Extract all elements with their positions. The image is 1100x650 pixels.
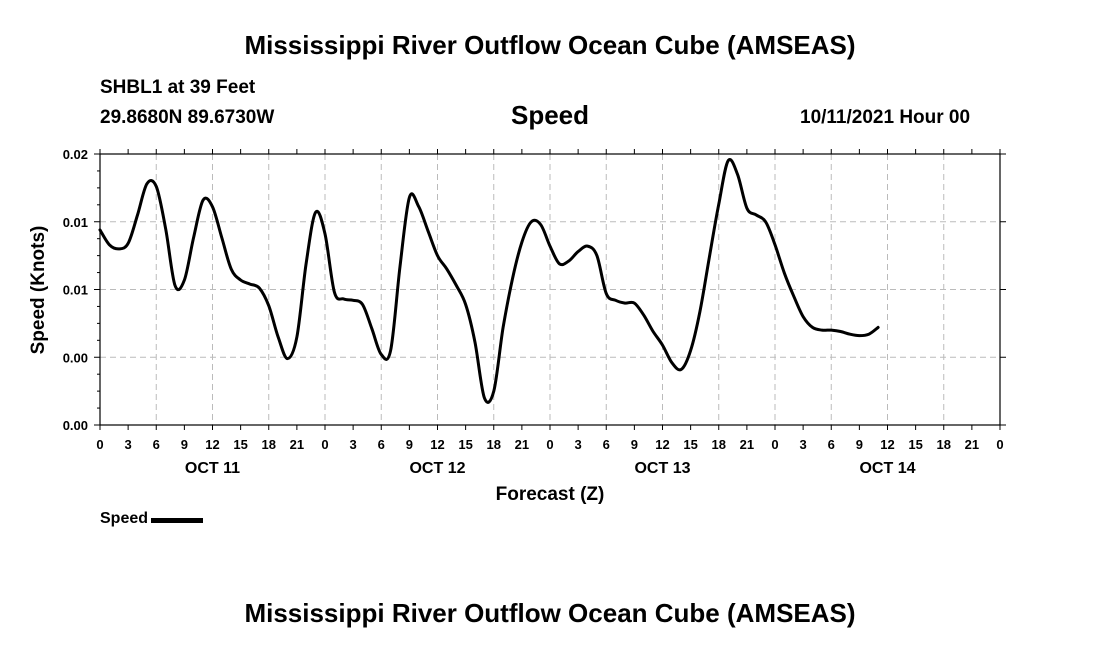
x-tick-label: 0 bbox=[321, 437, 328, 452]
footer-title: Mississippi River Outflow Ocean Cube (AM… bbox=[244, 598, 856, 628]
axis-ticks bbox=[94, 149, 1006, 430]
x-tick-label: 18 bbox=[262, 437, 276, 452]
x-tick-label: 0 bbox=[996, 437, 1003, 452]
axis-labels: 0.00 0.00 0.01 0.01 0.02 0 3 6 9 12 15 18 21 0 3 6 9 12 15… bbox=[63, 147, 1004, 477]
y-tick-label: 0.00 bbox=[63, 350, 88, 365]
x-tick-label: 3 bbox=[125, 437, 132, 452]
station-label: SHBL1 at 39 Feet bbox=[100, 77, 256, 98]
day-label: OCT 13 bbox=[634, 460, 690, 477]
legend-label: Speed bbox=[100, 510, 149, 527]
x-tick-label: 15 bbox=[683, 437, 697, 452]
variable-title: Speed bbox=[510, 100, 590, 130]
speed-series-line bbox=[98, 158, 880, 404]
x-tick-label: 18 bbox=[487, 437, 501, 452]
x-tick-label: 12 bbox=[205, 437, 219, 452]
x-tick-label: 21 bbox=[965, 437, 979, 452]
day-label: OCT 11 bbox=[185, 460, 240, 477]
day-label: OCT 14 bbox=[859, 460, 915, 477]
x-tick-label: 21 bbox=[290, 437, 304, 452]
x-tick-label: 3 bbox=[575, 437, 582, 452]
legend-line-swatch bbox=[151, 518, 204, 523]
x-tick-label: 15 bbox=[233, 437, 247, 452]
x-tick-label: 9 bbox=[856, 437, 863, 452]
x-tick-label: 0 bbox=[771, 437, 778, 452]
x-tick-label: 12 bbox=[880, 437, 894, 452]
x-tick-label: 0 bbox=[96, 437, 103, 452]
forecast-datetime: 10/11/2021 Hour 00 bbox=[800, 107, 971, 128]
y-tick-label: 0.01 bbox=[63, 215, 88, 230]
x-tick-label: 9 bbox=[631, 437, 638, 452]
x-tick-label: 15 bbox=[908, 437, 922, 452]
x-tick-label: 6 bbox=[153, 437, 160, 452]
y-tick-label: 0.01 bbox=[63, 283, 88, 298]
x-tick-label: 21 bbox=[740, 437, 754, 452]
chart-title: Mississippi River Outflow Ocean Cube (AM… bbox=[244, 30, 856, 60]
legend: Speed bbox=[100, 510, 204, 528]
grid-lines bbox=[100, 154, 1000, 425]
y-tick-label: 0.02 bbox=[63, 147, 88, 162]
y-axis-title: Speed (Knots) bbox=[28, 226, 49, 355]
coordinates-label: 29.8680N 89.6730W bbox=[100, 107, 275, 128]
x-tick-label: 18 bbox=[937, 437, 951, 452]
x-tick-label: 0 bbox=[546, 437, 553, 452]
x-tick-label: 18 bbox=[712, 437, 726, 452]
x-tick-label: 21 bbox=[515, 437, 529, 452]
x-axis-title: Forecast (Z) bbox=[496, 484, 605, 505]
y-tick-label: 0.00 bbox=[63, 418, 88, 433]
x-tick-label: 6 bbox=[603, 437, 610, 452]
x-tick-label: 3 bbox=[800, 437, 807, 452]
x-tick-label: 3 bbox=[350, 437, 357, 452]
x-tick-label: 12 bbox=[430, 437, 444, 452]
x-tick-label: 15 bbox=[458, 437, 472, 452]
x-tick-label: 6 bbox=[378, 437, 385, 452]
x-tick-label: 6 bbox=[828, 437, 835, 452]
day-label: OCT 12 bbox=[409, 460, 465, 477]
x-tick-label: 9 bbox=[406, 437, 413, 452]
x-tick-label: 12 bbox=[655, 437, 669, 452]
x-tick-label: 9 bbox=[181, 437, 188, 452]
